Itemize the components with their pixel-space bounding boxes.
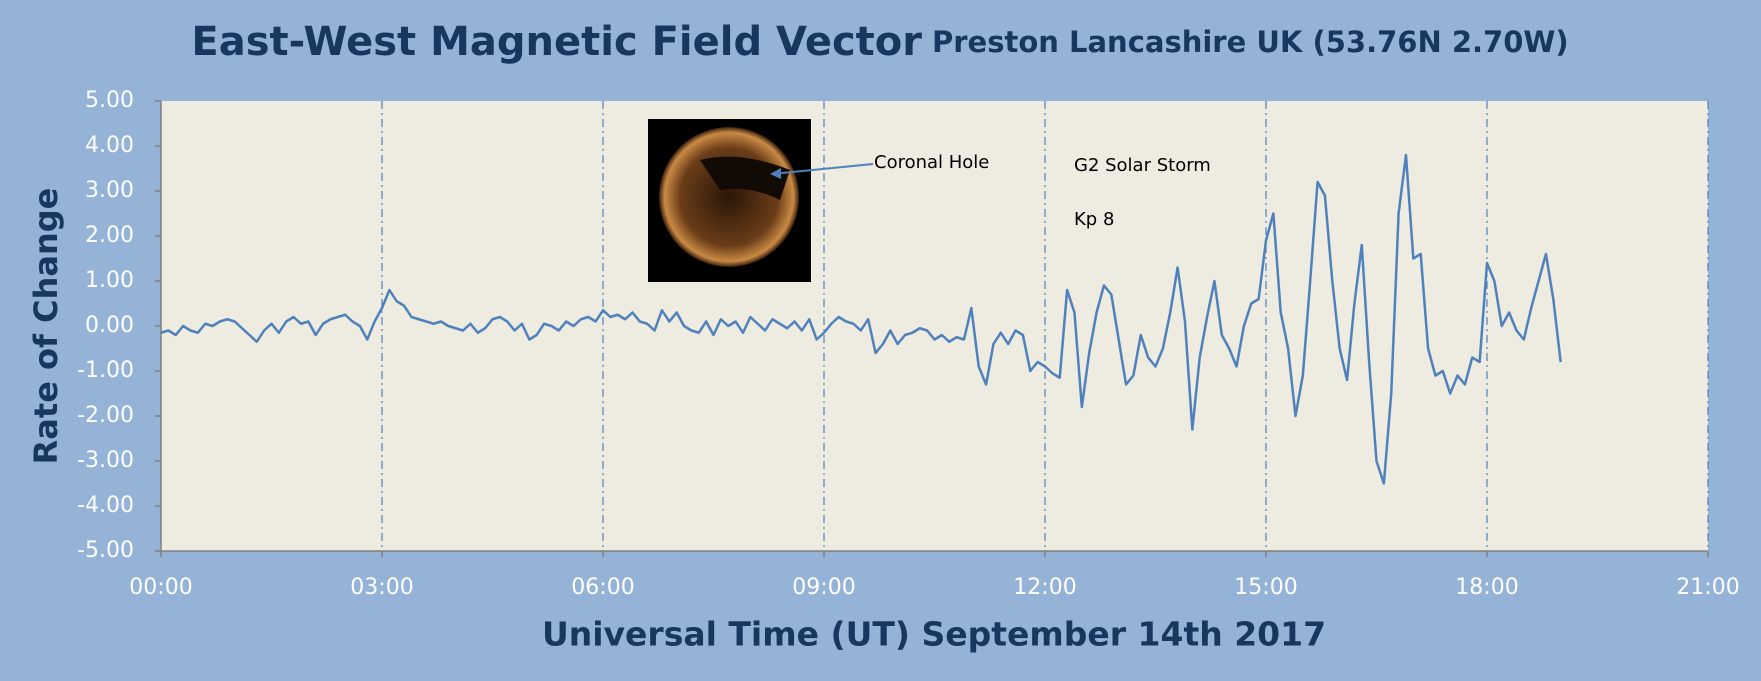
annotation: Kp 8 (1074, 209, 1114, 230)
y-tick-label: 3.00 (85, 178, 134, 203)
x-tick-label: 15:00 (1234, 575, 1297, 600)
y-axis-label: Rate of Change (27, 188, 65, 465)
annotation-arrow (771, 163, 874, 175)
chart-subtitle: Preston Lancashire UK (53.76N 2.70W) (932, 25, 1569, 59)
y-tick-label: 0.00 (85, 313, 134, 338)
y-tick-label: 5.00 (85, 88, 134, 113)
y-tick-label: -4.00 (77, 493, 134, 518)
x-tick-label: 21:00 (1676, 575, 1739, 600)
plot-area (161, 101, 1708, 551)
y-tick-label: -5.00 (77, 538, 134, 563)
arrow-head (770, 168, 781, 179)
x-axis-label: Universal Time (UT) September 14th 2017 (542, 615, 1326, 654)
x-tick-label: 18:00 (1455, 575, 1518, 600)
chart-title: East-West Magnetic Field Vector (191, 19, 922, 65)
y-tick-label: -2.00 (77, 403, 134, 428)
y-tick-label: 2.00 (85, 223, 134, 248)
annotation: G2 Solar Storm (1074, 155, 1211, 176)
x-tick-label: 12:00 (1013, 575, 1076, 600)
coronal-hole-shape (700, 156, 790, 200)
y-tick-label: 4.00 (85, 133, 134, 158)
x-tick-label: 09:00 (792, 575, 855, 600)
data-line (160, 153, 1562, 485)
y-tick-label: 1.00 (85, 268, 134, 293)
x-tick-label: 06:00 (571, 575, 634, 600)
annotation: Coronal Hole (874, 152, 989, 173)
y-tick-label: -3.00 (77, 448, 134, 473)
chart-title-group: East-West Magnetic Field Vector Preston L… (191, 19, 1568, 65)
x-tick-label: 00:00 (129, 575, 192, 600)
sun-image (648, 119, 811, 282)
y-tick-label: -1.00 (77, 358, 134, 383)
x-tick-label: 03:00 (350, 575, 413, 600)
